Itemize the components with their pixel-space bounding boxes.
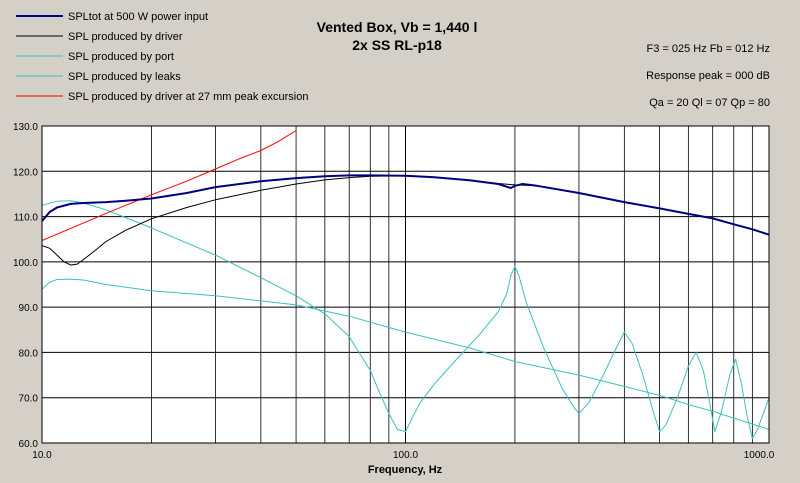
- series-layer: [42, 130, 769, 439]
- x-axis-title: Frequency, Hz: [368, 464, 443, 476]
- plot-frame: [41, 125, 770, 444]
- y-tick-label: 130.0: [13, 122, 38, 133]
- y-tick-label: 60.0: [19, 439, 39, 450]
- legend: SPLtot at 500 W power input SPL produced…: [16, 11, 309, 103]
- legend-label-port: SPL produced by port: [68, 51, 174, 63]
- legend-label-spltot: SPLtot at 500 W power input: [68, 11, 208, 23]
- legend-label-driver: SPL produced by driver: [68, 31, 183, 43]
- info-response-peak: Response peak = 000 dB: [646, 70, 770, 82]
- series-line-port: [42, 200, 769, 439]
- legend-item-leaks: SPL produced by leaks: [16, 71, 181, 83]
- x-tick-label: 10.0: [32, 450, 52, 461]
- series-line-leaks: [42, 278, 769, 430]
- legend-label-leaks: SPL produced by leaks: [68, 71, 181, 83]
- y-axis-ticks: 60.0 70.0 80.0 90.0 100.0 110.0 120.0 13…: [13, 122, 38, 450]
- legend-item-driver: SPL produced by driver: [16, 31, 183, 43]
- chart-title: Vented Box, Vb = 1,440 l: [317, 19, 478, 35]
- legend-item-excursion: SPL produced by driver at 27 mm peak exc…: [16, 91, 309, 103]
- legend-label-excursion: SPL produced by driver at 27 mm peak exc…: [68, 91, 309, 103]
- chart-subtitle: 2x SS RL-p18: [352, 37, 442, 53]
- y-tick-label: 70.0: [19, 394, 39, 405]
- x-tick-label: 1000.0: [744, 450, 775, 461]
- info-f3-fb: F3 = 025 Hz Fb = 012 Hz: [646, 43, 770, 55]
- y-tick-label: 120.0: [13, 167, 38, 178]
- legend-item-spltot: SPLtot at 500 W power input: [16, 11, 208, 23]
- legend-item-port: SPL produced by port: [16, 51, 174, 63]
- y-tick-label: 80.0: [19, 348, 39, 359]
- y-tick-label: 110.0: [14, 213, 39, 224]
- series-line-excursion: [42, 130, 297, 242]
- x-axis-ticks: 10.0 100.0 1000.0: [32, 450, 774, 461]
- series-line-spltot: [42, 174, 769, 236]
- x-tick-label: 100.0: [393, 450, 418, 461]
- y-tick-label: 90.0: [19, 303, 39, 314]
- y-tick-label: 100.0: [13, 258, 38, 269]
- info-q-values: Qa = 20 Ql = 07 Qp = 80: [649, 97, 770, 109]
